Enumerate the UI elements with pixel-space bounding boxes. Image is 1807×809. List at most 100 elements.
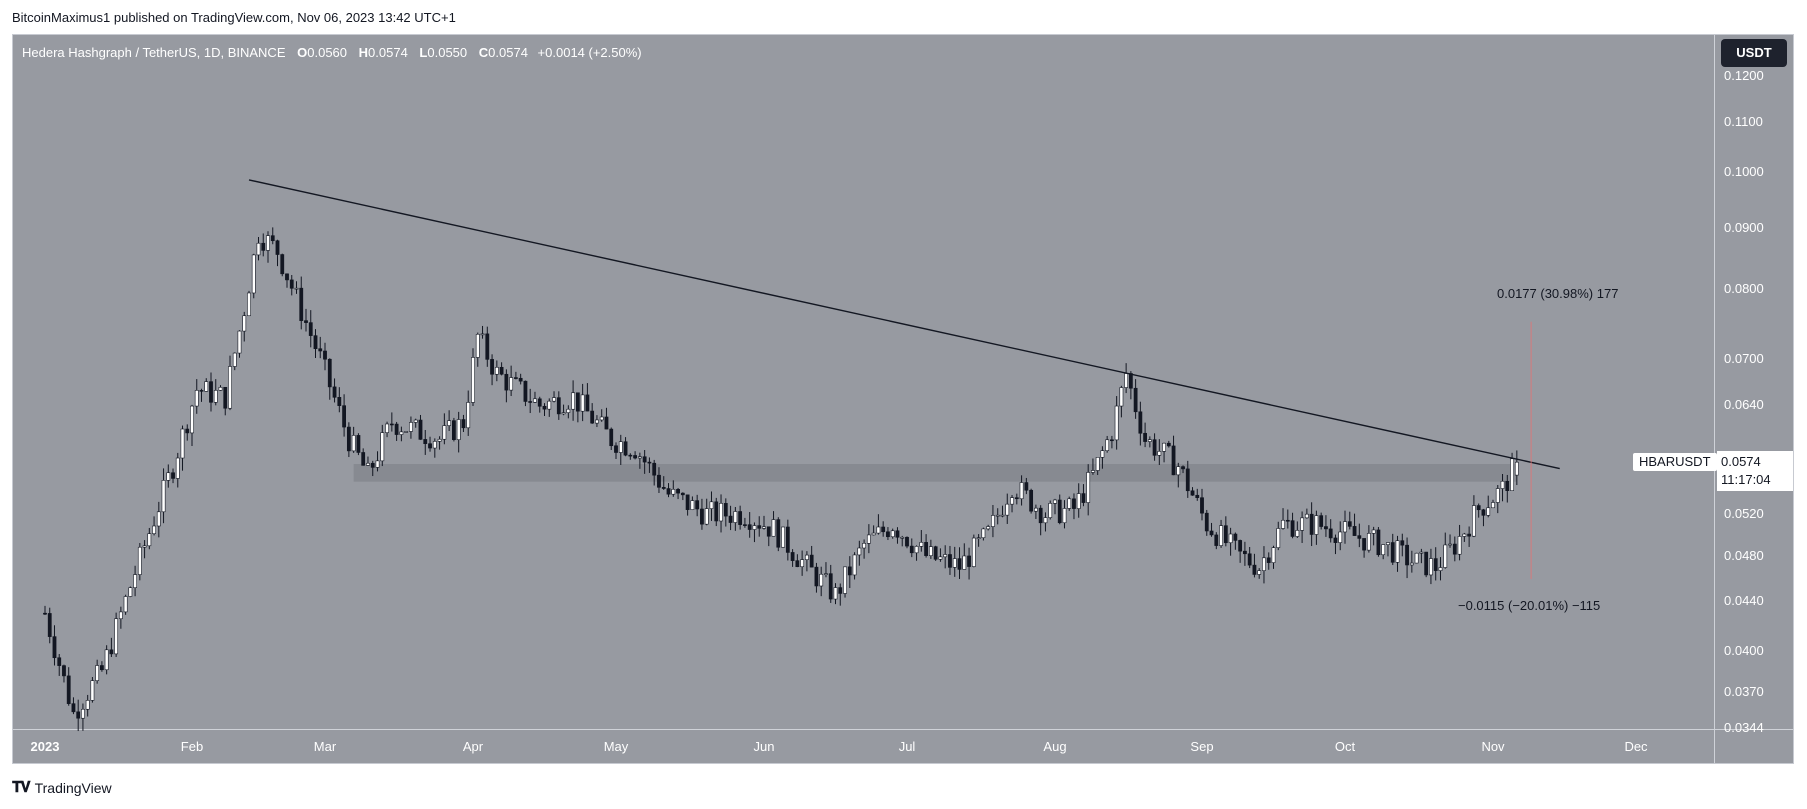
candle-up (1100, 450, 1105, 458)
time-tick-label: Mar (313, 739, 337, 754)
candle-down (1038, 507, 1043, 524)
candle-down (66, 675, 71, 704)
candle-up (1500, 480, 1505, 489)
candle-up (1095, 457, 1100, 471)
candle-up (833, 587, 838, 600)
time-axis[interactable] (13, 729, 1714, 763)
candle-down (1357, 535, 1362, 539)
price-tick-label: 0.0520 (1724, 506, 1764, 521)
candle-down (661, 487, 666, 489)
candle-up (471, 357, 475, 403)
candle-down (199, 390, 204, 392)
candle-down (1266, 557, 1271, 563)
candle-down (747, 524, 752, 530)
candle-down (590, 410, 595, 424)
candle-down (838, 587, 843, 594)
candle-down (1133, 387, 1138, 413)
candle-down (1072, 498, 1076, 509)
price-tick-label: 0.0700 (1724, 351, 1764, 366)
price-axis[interactable] (1714, 35, 1793, 729)
price-tick-label: 0.0800 (1724, 281, 1764, 296)
candle-down (1433, 558, 1438, 571)
measure-down-label: −0.0115 (−20.01%) −115 (1458, 598, 1601, 613)
candle-down (1243, 550, 1247, 555)
candle-up (480, 333, 485, 336)
candle-down (1290, 520, 1295, 537)
candle-down (361, 452, 366, 466)
descending-trendline (248, 179, 1560, 470)
candle-up (1457, 536, 1462, 555)
candle-down (967, 555, 971, 567)
candle-down (1390, 542, 1395, 563)
candle-up (204, 381, 209, 392)
candle-up (190, 405, 194, 434)
candle-up (128, 587, 133, 597)
candle-up (1048, 503, 1053, 518)
candle-down (623, 441, 628, 456)
candle-down (1376, 529, 1381, 556)
candle-up (857, 547, 862, 556)
candle-down (1110, 439, 1114, 442)
candle-up (719, 503, 723, 522)
candle-down (642, 456, 647, 463)
currency-button[interactable]: USDT (1721, 39, 1787, 67)
candle-down (62, 665, 66, 677)
candle-up (733, 511, 738, 523)
candle-down (308, 322, 313, 336)
price-tick-label: 0.1200 (1724, 68, 1764, 83)
candle-up (571, 392, 576, 410)
candle-up (466, 402, 471, 429)
candle-up (366, 462, 370, 466)
candle-down (685, 494, 690, 510)
last-price-label: 0.0574 11:17:04 (1717, 451, 1793, 491)
candle-down (1405, 544, 1409, 566)
candle-down (647, 461, 652, 464)
time-tick-label: Jul (898, 739, 916, 754)
candle-down (738, 511, 743, 525)
candle-down (337, 397, 342, 406)
candle-up (228, 366, 232, 409)
candle-up (580, 394, 585, 412)
axis-corner (1714, 729, 1793, 763)
candle-up (166, 472, 171, 481)
candle-down (728, 515, 733, 523)
candle-up (995, 514, 1000, 517)
price-tick-label: 0.0400 (1724, 643, 1764, 658)
candle-down (933, 546, 938, 560)
open-value: 0.0560 (307, 45, 348, 60)
candle-down (346, 426, 351, 452)
candle-up (1343, 521, 1347, 533)
candle-down (71, 703, 76, 713)
candle-down (1309, 513, 1314, 535)
candle-up (1443, 544, 1448, 568)
candle-up (1176, 466, 1181, 476)
candle-up (1005, 503, 1010, 516)
candle-up (114, 618, 119, 655)
candle-up (866, 534, 871, 544)
tradingview-logo-icon: 𝐓𝐕 (12, 779, 31, 796)
time-tick-label: May (603, 739, 629, 754)
chart-plot-area[interactable] (13, 35, 1714, 729)
candle-down (895, 530, 900, 538)
candle-down (743, 524, 747, 526)
candles-group (43, 227, 1519, 732)
tradingview-footer[interactable]: 𝐓𝐕 TradingView (12, 779, 112, 796)
candle-up (1114, 405, 1119, 441)
candle-up (1257, 570, 1262, 575)
candle-up (804, 554, 809, 560)
high-label: H (358, 45, 369, 60)
candle-up (1162, 442, 1166, 452)
candle-down (185, 428, 190, 434)
candle-up (147, 533, 152, 547)
candle-up (1228, 533, 1233, 544)
candle-up (456, 419, 461, 440)
candle-down (1029, 489, 1034, 512)
candle-up (819, 573, 824, 587)
candle-up (1314, 515, 1319, 535)
candle-up (1386, 542, 1390, 545)
candle-down (537, 398, 542, 407)
candle-up (137, 546, 142, 575)
candle-down (795, 560, 800, 568)
candle-down (523, 380, 528, 402)
